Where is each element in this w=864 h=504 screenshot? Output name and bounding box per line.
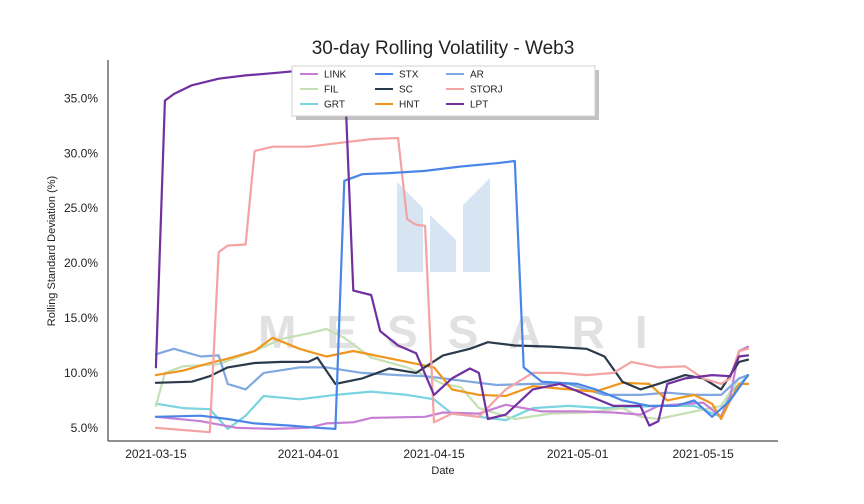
series-line-link (154, 345, 750, 430)
legend-item-stx: STX (375, 70, 419, 81)
y-tick-label: 30.0% (64, 146, 98, 160)
y-axis-label: Rolling Standard Deviation (%) (46, 176, 58, 326)
series-line-storj (154, 136, 750, 434)
x-axis-label: Date (431, 465, 454, 477)
messari-watermark: MESSARI (258, 178, 648, 358)
series-line-hnt (154, 336, 750, 421)
y-tick-label: 20.0% (64, 256, 98, 270)
series-line-sc (154, 341, 750, 391)
svg-text:STORJ: STORJ (470, 85, 503, 96)
svg-text:FIL: FIL (324, 85, 339, 96)
chart-title: 30-day Rolling Volatility - Web3 (312, 38, 575, 59)
x-tick-labels: 2021-03-15 2021-04-01 2021-04-15 2021-05-01… (125, 447, 734, 461)
legend: LINK FIL GRT STX SC HNT AR STORJ LPT (291, 65, 599, 120)
svg-text:LINK: LINK (324, 70, 347, 81)
x-tick-label: 2021-04-01 (278, 447, 340, 461)
x-tick-label: 2021-03-15 (125, 447, 187, 461)
series-line-lpt (154, 66, 750, 427)
y-tick-labels: 5.0% 10.0% 15.0% 20.0% 25.0% 30.0% 35.0% (64, 91, 98, 434)
svg-text:GRT: GRT (324, 100, 345, 111)
y-tick-label: 15.0% (64, 311, 98, 325)
legend-item-storj: STORJ (446, 85, 503, 96)
y-tick-label: 25.0% (64, 201, 98, 215)
x-tick-label: 2021-04-15 (403, 447, 465, 461)
svg-text:STX: STX (399, 70, 419, 81)
svg-text:SC: SC (399, 85, 413, 96)
y-tick-label: 35.0% (64, 91, 98, 105)
series-line-ar (154, 347, 750, 396)
x-tick-label: 2021-05-01 (547, 447, 609, 461)
svg-text:AR: AR (470, 70, 484, 81)
legend-item-grt: GRT (300, 100, 345, 111)
legend-item-ar: AR (446, 70, 484, 81)
y-tick-label: 5.0% (71, 421, 99, 435)
legend-item-hnt: HNT (375, 100, 420, 111)
legend-item-lpt: LPT (446, 100, 488, 111)
svg-text:LPT: LPT (470, 100, 488, 111)
legend-item-sc: SC (375, 85, 413, 96)
x-tick-label: 2021-05-15 (672, 447, 734, 461)
y-tick-label: 10.0% (64, 366, 98, 380)
series-line-stx (154, 159, 750, 430)
svg-text:HNT: HNT (399, 100, 420, 111)
series-lines (154, 66, 750, 434)
legend-item-link: LINK (300, 70, 347, 81)
legend-item-fil: FIL (300, 85, 339, 96)
